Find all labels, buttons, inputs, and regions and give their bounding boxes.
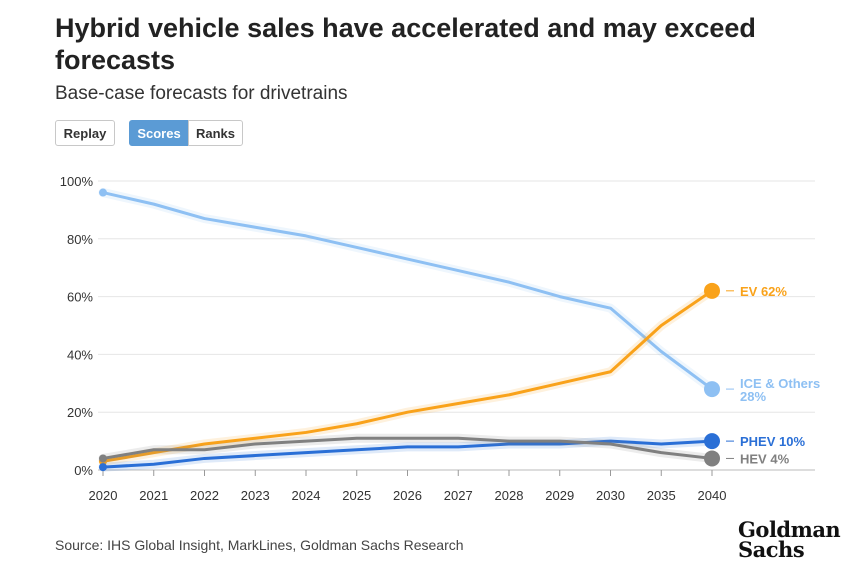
logo-line-1: Goldman	[738, 517, 841, 542]
x-tick-label: 2029	[545, 488, 574, 503]
logo-line-2: Sachs	[738, 537, 805, 562]
x-tick-label: 2020	[89, 488, 118, 503]
series-end-point-phev	[704, 433, 720, 450]
source-note: Source: IHS Global Insight, MarkLines, G…	[55, 537, 464, 553]
end-label-phev: PHEV 10%	[740, 434, 805, 449]
series-start-point-phev	[99, 463, 107, 472]
x-tick-label: 2022	[190, 488, 219, 503]
y-tick-label: 100%	[60, 174, 94, 189]
y-tick-label: 60%	[67, 290, 93, 305]
line-chart: 0% 20% 40% 60% 80% 100% 2020 2021 2022 2023 2024 20…	[60, 174, 820, 503]
series-line-hev	[101, 436, 714, 460]
y-tick-label: 0%	[74, 463, 93, 478]
end-label-value-ice-others: 28%	[740, 389, 766, 404]
scores-toggle-button[interactable]: Scores	[129, 120, 189, 146]
x-tick-label: 2035	[647, 488, 676, 503]
series-start-point-ice-others	[99, 188, 107, 197]
series-line-ice-others	[101, 191, 714, 391]
series-line-ev	[101, 289, 714, 463]
y-tick-label: 40%	[67, 347, 93, 362]
x-tick-label: 2030	[596, 488, 625, 503]
x-tick-label: 2023	[241, 488, 270, 503]
end-label-hev: HEV 4%	[740, 451, 790, 466]
series-start-point-hev	[99, 454, 107, 463]
y-tick-label: 20%	[67, 405, 93, 420]
series-end-point-hev	[704, 450, 720, 467]
goldman-sachs-logo: Goldman Sachs	[738, 517, 841, 562]
x-tick-label: 2026	[393, 488, 422, 503]
x-tick-label: 2024	[292, 488, 321, 503]
ranks-toggle-button[interactable]: Ranks	[188, 120, 243, 146]
x-tick-label: 2025	[342, 488, 371, 503]
replay-button[interactable]: Replay	[55, 120, 115, 146]
x-tick-label: 2028	[495, 488, 524, 503]
y-tick-label: 80%	[67, 232, 93, 247]
x-tick-label: 2040	[698, 488, 727, 503]
series-line-phev	[101, 439, 714, 469]
end-label-ice-others: ICE & Others	[740, 376, 820, 391]
chart-title: Hybrid vehicle sales have accelerated an…	[55, 13, 756, 75]
series-end-point-ev	[704, 282, 720, 299]
series-end-point-ice-others	[704, 381, 720, 398]
x-tick-label: 2027	[444, 488, 473, 503]
x-tick-label: 2021	[139, 488, 168, 503]
end-label-ev: EV 62%	[740, 284, 787, 299]
chart-subtitle: Base-case forecasts for drivetrains	[55, 83, 348, 104]
